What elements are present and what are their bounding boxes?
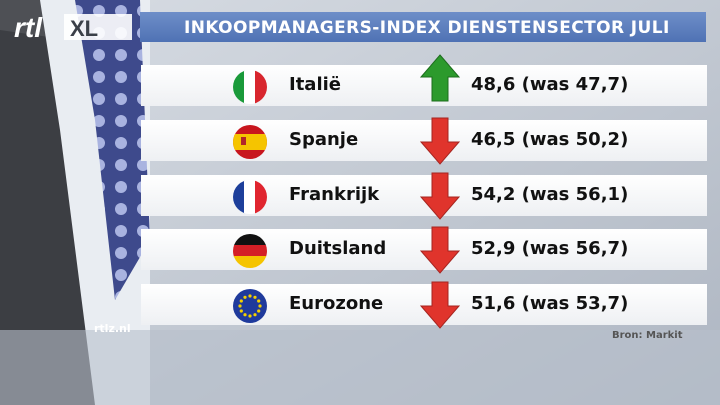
row-france: Frankrijk 54,2 (was 56,1): [141, 172, 707, 220]
source-label: Bron: Markit: [612, 330, 683, 341]
italy-flag-icon: [233, 70, 267, 104]
arrow-down-icon: [419, 281, 461, 329]
eu-flag-icon: [233, 289, 267, 323]
germany-flag-icon: [233, 234, 267, 268]
index-value: 51,6 (was 53,7): [471, 293, 629, 314]
country-name: Spanje: [289, 129, 359, 150]
index-value: 52,9 (was 56,7): [471, 238, 629, 259]
country-name: Duitsland: [289, 238, 387, 259]
arrow-down-icon: [419, 117, 461, 165]
title-bar: INKOOPMANAGERS-INDEX DIENSTENSECTOR JULI: [140, 12, 706, 42]
france-flag-icon: [233, 180, 267, 214]
arrow-up-icon: [419, 54, 461, 102]
row-germany: Duitsland 52,9 (was 56,7): [141, 226, 707, 274]
country-name: Italië: [289, 74, 341, 95]
country-name: Frankrijk: [289, 184, 380, 205]
row-eurozone: Eurozone 51,6 (was 53,7): [141, 281, 707, 329]
chart-title: INKOOPMANAGERS-INDEX DIENSTENSECTOR JULI: [184, 18, 670, 38]
arrow-down-icon: [419, 226, 461, 274]
rtl-xl-logo: rtl XL: [14, 12, 132, 43]
arrow-down-icon: [419, 172, 461, 220]
row-spain: Spanje 46,5 (was 50,2): [141, 117, 707, 165]
index-value: 46,5 (was 50,2): [471, 129, 629, 150]
index-value: 48,6 (was 47,7): [471, 74, 629, 95]
spain-flag-icon: [233, 125, 267, 159]
row-italy: Italië 48,6 (was 47,7): [141, 54, 707, 106]
site-watermark: rtlz.nl: [94, 322, 131, 335]
svg-text:rtl: rtl: [14, 12, 43, 43]
country-name: Eurozone: [289, 293, 384, 314]
svg-text:XL: XL: [70, 16, 98, 41]
index-value: 54,2 (was 56,1): [471, 184, 629, 205]
